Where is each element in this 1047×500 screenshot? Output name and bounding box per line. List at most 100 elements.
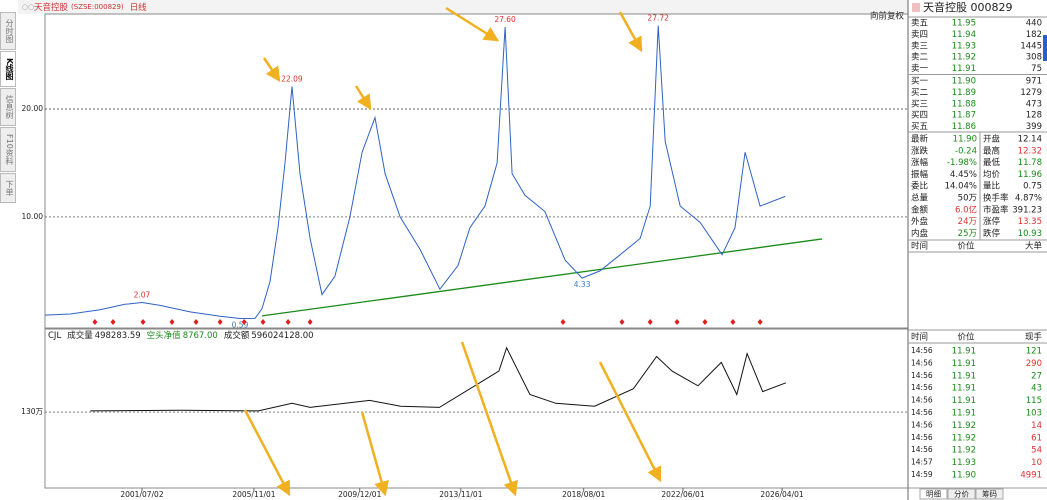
- series-line: [90, 346, 787, 412]
- period: 日线: [130, 2, 148, 13]
- trade-volume: 14: [1031, 421, 1042, 431]
- quote-value: 24万: [958, 217, 977, 227]
- trade-time: 14:56: [911, 408, 933, 417]
- book-volume: 75: [1031, 64, 1042, 74]
- side-tab[interactable]: 分时图: [0, 12, 16, 50]
- header-icon: ○○: [22, 3, 34, 11]
- signal-marker: [285, 319, 291, 325]
- book-label: 买三: [911, 99, 928, 109]
- trade-price: 11.91: [952, 396, 976, 406]
- column-header: 时间: [911, 241, 928, 252]
- trade-volume: 61: [1031, 433, 1042, 443]
- book-price: 11.88: [952, 99, 976, 109]
- stock-code: (SZSE:000829): [71, 3, 124, 11]
- quote-label: 最低: [983, 157, 1001, 168]
- signal-marker: [307, 319, 313, 325]
- x-tick-label: 2009/12/01: [338, 490, 381, 499]
- trade-price: 11.92: [952, 433, 976, 443]
- indicator-name: CJL: [48, 331, 61, 341]
- bottom-tab[interactable]: 筹码: [982, 489, 997, 499]
- book-label: 卖二: [911, 53, 929, 63]
- bottom-tab[interactable]: 分价: [954, 490, 969, 499]
- trade-time: 14:56: [911, 383, 933, 392]
- book-price: 11.94: [952, 30, 976, 40]
- trade-price: 11.91: [952, 409, 976, 419]
- indicator-value: 8767.00: [183, 331, 218, 341]
- quote-label: 跌停: [983, 228, 1001, 239]
- book-volume: 308: [1026, 53, 1042, 63]
- bottom-tab[interactable]: 明细: [926, 489, 941, 499]
- column-header: 时间: [911, 332, 928, 343]
- stock-name: 天音控股: [34, 2, 69, 13]
- bottom-tab-box[interactable]: [947, 488, 976, 500]
- trade-volume: 290: [1026, 359, 1042, 369]
- column-header: 大单: [1025, 241, 1043, 252]
- quote-value: 11.96: [1018, 170, 1042, 180]
- book-price: 11.92: [952, 53, 976, 63]
- signal-marker: [674, 319, 680, 325]
- price-frame: [44, 13, 909, 329]
- series-line: [44, 25, 786, 320]
- price-annotation: 22.09: [281, 74, 303, 83]
- trade-time: 14:56: [911, 346, 933, 355]
- quote-label: 最高: [983, 145, 1000, 156]
- quote-label: 总量: [911, 193, 929, 204]
- trade-time: 14:56: [911, 433, 933, 442]
- side-tab[interactable]: K线图: [0, 51, 16, 88]
- quote-value: 391.23: [1012, 205, 1042, 215]
- book-volume: 440: [1026, 19, 1042, 29]
- trade-price: 11.91: [952, 347, 976, 357]
- signal-marker: [140, 319, 146, 325]
- signal-marker: [241, 319, 247, 325]
- volume-frame: [44, 328, 909, 489]
- signal-marker: [647, 319, 653, 325]
- signal-marker: [560, 319, 566, 325]
- bottom-tab-box[interactable]: [975, 488, 1004, 500]
- trade-time: 14:56: [911, 396, 933, 405]
- quote-value: 12.32: [1018, 146, 1042, 156]
- book-volume: 1445: [1020, 41, 1042, 51]
- signal-marker: [702, 319, 708, 325]
- quote-label: 涨跌: [911, 145, 929, 156]
- side-tab[interactable]: 信息树: [0, 88, 16, 127]
- book-volume: 1279: [1020, 88, 1042, 98]
- quote-value: 25万: [958, 229, 977, 239]
- signal-marker: [169, 319, 175, 325]
- quote-value: 50万: [958, 194, 977, 204]
- quote-label: 换手率: [983, 193, 1009, 204]
- quote-value: 6.0亿: [955, 204, 977, 215]
- bottom-tab-box[interactable]: [919, 488, 948, 500]
- quote-value: -1.98%: [947, 158, 977, 168]
- price-annotation: 27.72: [647, 14, 669, 23]
- x-tick-label: 2001/07/02: [120, 490, 163, 499]
- quote-value: 11.78: [1018, 158, 1042, 168]
- quote-label: 振幅: [911, 169, 929, 180]
- trade-price: 11.91: [952, 359, 976, 369]
- indicator-label: 空头净值: [147, 330, 182, 341]
- trade-volume: 10: [1031, 458, 1042, 468]
- trade-price: 11.92: [952, 446, 976, 456]
- book-volume: 971: [1026, 77, 1042, 87]
- quote-value: 10.93: [1018, 229, 1042, 239]
- signal-marker: [619, 319, 625, 325]
- side-tab[interactable]: 下单: [0, 172, 16, 203]
- trade-price: 11.91: [952, 371, 976, 381]
- quote-value: 12.14: [1018, 135, 1042, 145]
- trade-price: 11.91: [952, 384, 976, 394]
- quote-label: 市盈率: [983, 204, 1009, 215]
- x-tick-label: 2013/11/01: [439, 490, 482, 499]
- signal-marker: [92, 319, 98, 325]
- trade-volume: 115: [1026, 396, 1042, 406]
- side-tab[interactable]: F10资料: [0, 127, 16, 172]
- book-price: 11.89: [952, 88, 976, 98]
- quote-label: 涨停: [983, 216, 1001, 227]
- book-label: 卖四: [911, 30, 928, 40]
- quote-value: 0.75: [1023, 182, 1042, 192]
- indicator-label: 成交额: [224, 330, 250, 341]
- indicator-bar: CJL 成交量 498283.59 空头净值 8767.00 成交额 596024128.0…: [48, 330, 314, 341]
- signal-marker: [757, 319, 763, 325]
- y-tick-label: 130万: [21, 407, 43, 416]
- signal-marker: [260, 319, 266, 325]
- y-tick-label: 10.00: [22, 212, 44, 221]
